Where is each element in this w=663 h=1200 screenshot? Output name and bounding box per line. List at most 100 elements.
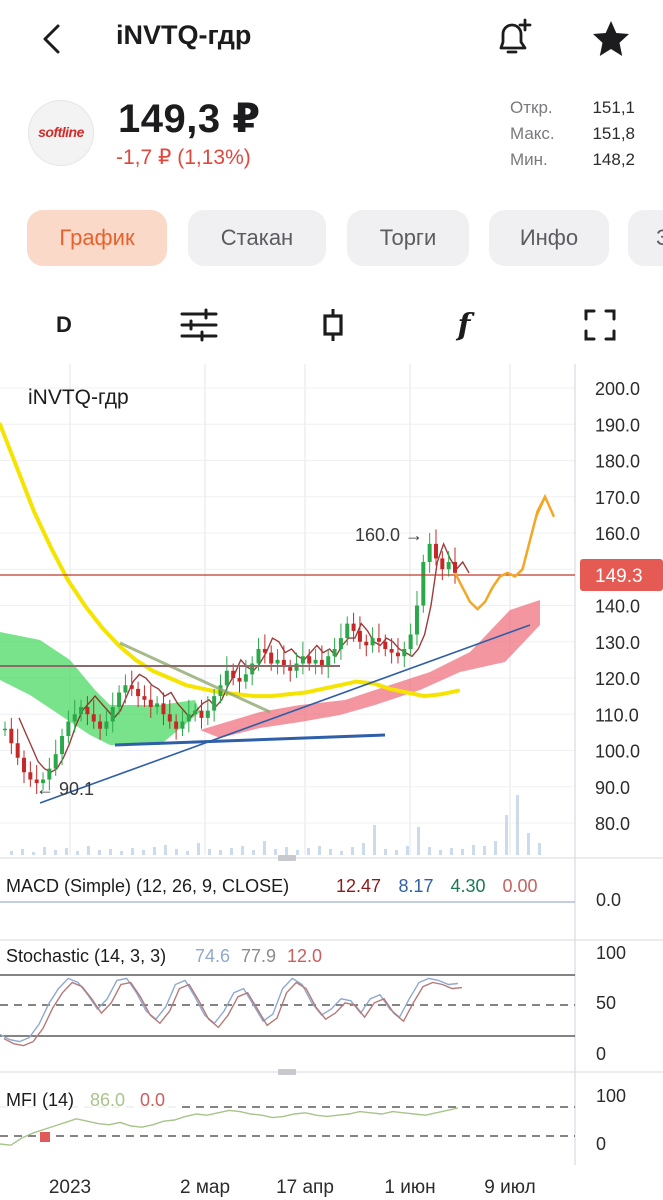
- candle-body: [389, 649, 394, 653]
- stoch-k-line: [0, 977, 459, 1043]
- candle-body: [155, 703, 160, 707]
- volume-bar: [450, 848, 453, 855]
- volume-bar: [340, 851, 343, 855]
- volume-bar: [538, 843, 541, 855]
- sliders-icon: [180, 308, 218, 342]
- volume-bar: [65, 848, 68, 855]
- volume-bar: [406, 846, 409, 855]
- ma-long-line: [0, 422, 460, 699]
- indicators-button[interactable]: [176, 305, 222, 345]
- stoch-axis-50: 50: [596, 993, 616, 1013]
- alert-button[interactable]: [493, 18, 533, 58]
- volume-bar: [76, 851, 79, 855]
- candle-body: [110, 707, 115, 722]
- price-chart[interactable]: 160.0 → ← 90.1 MACD (Simple) (12, 26, 9, …: [0, 360, 663, 1200]
- fullscreen-button[interactable]: [580, 305, 620, 345]
- high-annotation: 160.0 →: [355, 525, 423, 545]
- volume-bar: [329, 849, 332, 855]
- candle-body: [326, 656, 331, 668]
- candle-body: [15, 743, 20, 758]
- stoch-value: 74.6: [195, 946, 230, 966]
- volume-bar: [98, 850, 101, 855]
- candle-body: [332, 649, 337, 657]
- volume-bar: [461, 849, 464, 855]
- mfi-value: 86.0: [90, 1090, 125, 1110]
- volume-bar: [219, 850, 222, 855]
- volume-bar: [142, 850, 145, 855]
- candle-body: [117, 692, 122, 707]
- volume-bar: [318, 846, 321, 855]
- candle-body: [186, 714, 191, 722]
- y-tick-label: 110.0: [595, 705, 639, 725]
- period-button[interactable]: D: [56, 312, 72, 337]
- candle-body: [345, 623, 350, 639]
- back-button[interactable]: [36, 22, 70, 56]
- volume-bars: [10, 795, 541, 855]
- tab-trades[interactable]: Торги: [347, 210, 469, 266]
- candle-body: [262, 649, 267, 653]
- tab-chart[interactable]: График: [27, 210, 167, 266]
- candle-body: [402, 649, 407, 657]
- candle-body: [123, 685, 128, 693]
- volume-bar: [439, 850, 442, 855]
- x-tick-label: 1 июн: [384, 1177, 435, 1198]
- volume-bar: [109, 849, 112, 855]
- candle-body: [408, 634, 413, 649]
- candle-body: [28, 772, 33, 780]
- low-annotation: ← 90.1: [36, 779, 94, 799]
- stoch-label: Stochastic (14, 3, 3): [6, 946, 166, 966]
- stat-open: Откр. 151,1: [510, 98, 635, 117]
- indicator-panels: MACD (Simple) (12, 26, 9, CLOSE) 12.47 8.1…: [0, 855, 663, 1146]
- tab-info[interactable]: Инфо: [489, 210, 609, 266]
- x-tick-label: 9 июл: [484, 1177, 535, 1198]
- volume-bar: [120, 851, 123, 855]
- function-button[interactable]: f: [457, 307, 471, 343]
- stoch-value: 12.0: [287, 946, 322, 966]
- candle-body: [395, 652, 400, 657]
- candle-body: [376, 638, 381, 642]
- candle-body: [237, 678, 242, 682]
- chart-type-button[interactable]: [315, 305, 351, 345]
- tab-more[interactable]: З: [628, 210, 663, 266]
- candle-body: [212, 696, 217, 711]
- volume-bar: [241, 846, 244, 855]
- candle-body: [129, 685, 134, 689]
- volume-bar: [384, 849, 387, 855]
- candle-body: [281, 659, 286, 668]
- candle-body: [364, 641, 369, 646]
- volume-bar: [175, 849, 178, 855]
- axis-labels: 200.0190.0180.0170.0160.0150.0140.0130.0…: [28, 379, 663, 1198]
- macd-value: 0.00: [503, 876, 538, 896]
- candle-body: [180, 721, 185, 729]
- candle-body: [414, 605, 419, 635]
- stoch-label-bg: [0, 942, 338, 970]
- volume-bar: [131, 848, 134, 855]
- candle-body: [85, 707, 90, 715]
- candle-body: [91, 714, 96, 722]
- candle-body: [250, 663, 255, 675]
- y-tick-label: 100.0: [595, 742, 640, 762]
- candle-body: [41, 779, 46, 784]
- favorite-button[interactable]: [590, 18, 632, 60]
- candle-body: [294, 663, 299, 671]
- chevron-left-icon: [43, 24, 60, 54]
- stoch-value: 77.9: [241, 946, 276, 966]
- tab-orderbook[interactable]: Стакан: [188, 210, 326, 266]
- y-tick-label: 140.0: [595, 597, 640, 617]
- volume-bar: [494, 841, 497, 855]
- cloud-green: [0, 632, 200, 745]
- candle-body: [307, 656, 312, 664]
- y-tick-label: 180.0: [595, 452, 640, 472]
- candle-body: [22, 757, 27, 773]
- macd-value: 8.17: [399, 876, 434, 896]
- mfi-axis-100: 100: [596, 1086, 626, 1106]
- volume-bar: [351, 847, 354, 855]
- volume-bar: [54, 850, 57, 855]
- mfi-label: MFI (14): [6, 1090, 74, 1110]
- candle-body: [231, 670, 236, 678]
- volume-bar: [186, 851, 189, 855]
- candle-body: [161, 703, 166, 715]
- candle-body: [427, 543, 432, 562]
- lagging-line: [18, 541, 470, 774]
- candle-body: [421, 562, 426, 606]
